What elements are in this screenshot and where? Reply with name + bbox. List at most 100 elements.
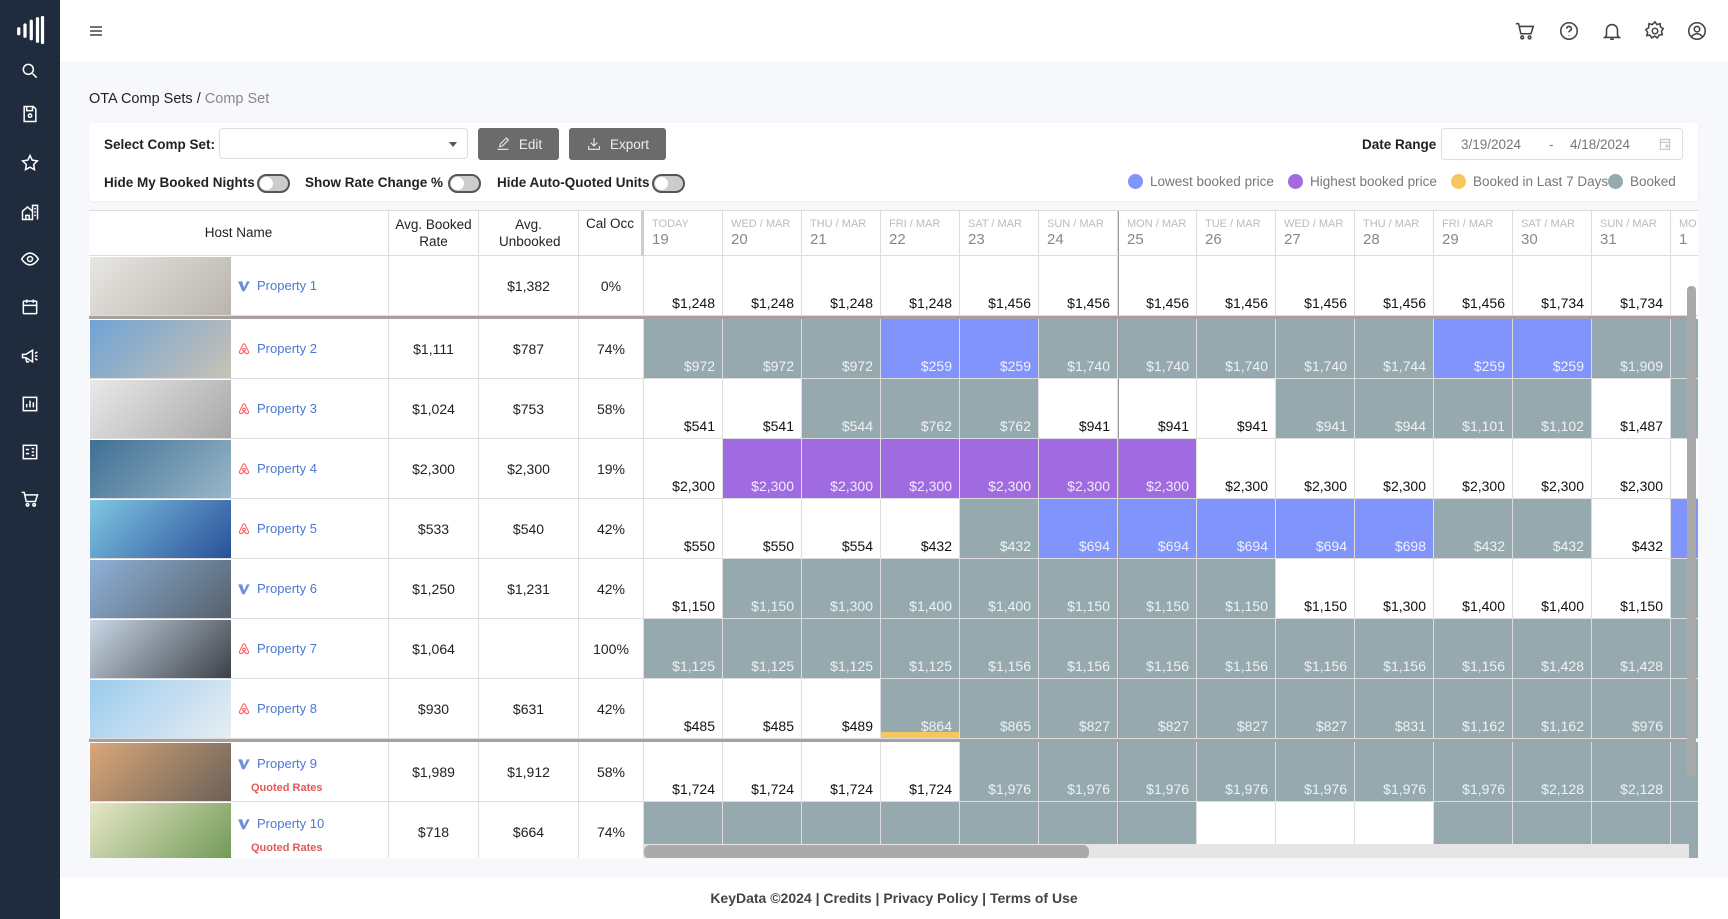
rate-cell[interactable] — [1276, 802, 1355, 858]
property-photo[interactable] — [90, 380, 231, 438]
rate-cell[interactable]: $827 — [1197, 679, 1276, 739]
rate-cell[interactable]: $1,740 — [1039, 319, 1118, 379]
hamburger-menu-icon[interactable] — [83, 18, 109, 44]
rate-cell[interactable]: $1,400 — [1513, 559, 1592, 619]
rate-cell[interactable]: $1,125 — [723, 619, 802, 679]
rate-cell[interactable]: $1,976 — [1118, 742, 1197, 802]
edit-button[interactable]: Edit — [478, 128, 559, 160]
cart-icon[interactable] — [0, 484, 60, 514]
rate-cell[interactable]: $1,456 — [1434, 256, 1513, 316]
rate-cell[interactable]: $865 — [960, 679, 1039, 739]
footer-privacy-link[interactable]: Privacy Policy — [883, 890, 979, 906]
header-host-name[interactable]: Host Name — [89, 211, 389, 256]
rate-cell[interactable]: $1,400 — [881, 559, 960, 619]
rate-cell[interactable]: $864 — [881, 679, 960, 739]
rate-cell[interactable]: $2,300 — [1513, 439, 1592, 499]
property-link[interactable]: Property 2 — [237, 341, 317, 356]
rate-cell[interactable] — [1355, 802, 1434, 858]
rate-cell[interactable]: $1,150 — [1039, 559, 1118, 619]
property-photo[interactable] — [90, 743, 231, 801]
rate-cell[interactable]: $1,724 — [802, 742, 881, 802]
rate-cell[interactable]: $1,976 — [1276, 742, 1355, 802]
rate-cell[interactable]: $1,300 — [802, 559, 881, 619]
rate-cell[interactable]: $694 — [1276, 499, 1355, 559]
rate-cell[interactable]: $1,156 — [1355, 619, 1434, 679]
eye-icon[interactable] — [0, 244, 60, 274]
rate-cell[interactable]: $698 — [1355, 499, 1434, 559]
rate-cell[interactable]: $1,734 — [1513, 256, 1592, 316]
rate-cell[interactable]: $1,428 — [1592, 619, 1671, 679]
rate-cell[interactable]: $941 — [1276, 379, 1355, 439]
rate-cell[interactable]: $432 — [1592, 499, 1671, 559]
user-icon[interactable] — [1684, 18, 1710, 44]
property-photo[interactable] — [90, 560, 231, 618]
rate-cell[interactable]: $941 — [1197, 379, 1276, 439]
vertical-scrollbar[interactable] — [1687, 286, 1696, 776]
rate-cell[interactable]: $1,740 — [1118, 319, 1197, 379]
property-photo[interactable] — [90, 803, 231, 858]
property-name[interactable]: Property 2 — [257, 341, 317, 356]
rate-cell[interactable]: $1,456 — [1197, 256, 1276, 316]
property-name[interactable]: Property 1 — [257, 278, 317, 293]
property-photo[interactable] — [90, 440, 231, 498]
calendar-icon[interactable] — [0, 292, 60, 322]
rate-cell[interactable]: $694 — [1118, 499, 1197, 559]
rate-cell[interactable]: $1,400 — [1434, 559, 1513, 619]
rate-cell[interactable]: $1,101 — [1434, 379, 1513, 439]
logo-icon[interactable] — [0, 15, 60, 45]
rate-cell[interactable]: $762 — [881, 379, 960, 439]
rate-cell[interactable]: $1,456 — [960, 256, 1039, 316]
rate-cell[interactable]: $1,976 — [1039, 742, 1118, 802]
property-photo[interactable] — [90, 680, 231, 738]
rate-cell[interactable]: $762 — [960, 379, 1039, 439]
horizontal-scrollbar[interactable] — [644, 845, 1089, 858]
rate-cell[interactable]: $1,400 — [960, 559, 1039, 619]
search-icon[interactable] — [0, 56, 60, 86]
rate-cell[interactable]: $2,300 — [644, 439, 723, 499]
rate-cell[interactable]: $972 — [644, 319, 723, 379]
rate-cell[interactable]: $2,300 — [1276, 439, 1355, 499]
rate-cell[interactable]: $489 — [802, 679, 881, 739]
rate-cell[interactable]: $1,724 — [644, 742, 723, 802]
rate-cell[interactable]: $1,724 — [723, 742, 802, 802]
rate-cell[interactable]: $694 — [1039, 499, 1118, 559]
rate-cell[interactable]: $694 — [1197, 499, 1276, 559]
rate-cell[interactable] — [1671, 256, 1698, 316]
rate-cell[interactable]: $2,128 — [1592, 742, 1671, 802]
rate-cell[interactable]: $550 — [723, 499, 802, 559]
property-photo[interactable] — [90, 320, 231, 378]
toggle-hide-booked-nights[interactable] — [257, 174, 290, 193]
property-name[interactable]: Property 3 — [257, 401, 317, 416]
rate-cell[interactable]: $1,125 — [881, 619, 960, 679]
rate-cell[interactable]: $1,125 — [644, 619, 723, 679]
property-link[interactable]: Property 3 — [237, 401, 317, 416]
rate-cell[interactable]: $1,156 — [960, 619, 1039, 679]
rate-cell[interactable]: $485 — [644, 679, 723, 739]
property-name[interactable]: Property 4 — [257, 461, 317, 476]
property-link[interactable]: Property 6 — [237, 581, 317, 596]
toggle-hide-auto-quoted[interactable] — [652, 174, 685, 193]
rate-cell[interactable]: $1,976 — [1434, 742, 1513, 802]
property-name[interactable]: Property 10 — [257, 816, 325, 831]
rate-cell[interactable]: $1,150 — [1118, 559, 1197, 619]
toggle-show-rate-change[interactable] — [448, 174, 481, 193]
rate-cell[interactable]: $1,456 — [1355, 256, 1434, 316]
rate-cell[interactable]: $944 — [1355, 379, 1434, 439]
rate-cell[interactable]: $2,300 — [1592, 439, 1671, 499]
rate-cell[interactable]: $2,300 — [1197, 439, 1276, 499]
rate-cell[interactable]: $2,300 — [802, 439, 881, 499]
property-name[interactable]: Property 7 — [257, 641, 317, 656]
rate-cell[interactable] — [1197, 802, 1276, 858]
rate-cell[interactable]: $259 — [1434, 319, 1513, 379]
rate-cell[interactable]: $1,456 — [1118, 256, 1197, 316]
rate-cell[interactable]: $1,734 — [1592, 256, 1671, 316]
rate-cell[interactable]: $432 — [881, 499, 960, 559]
rate-cell[interactable]: $941 — [1118, 379, 1197, 439]
rate-cell[interactable] — [1671, 439, 1698, 499]
rate-cell[interactable]: $1,909 — [1592, 319, 1671, 379]
rate-cell[interactable]: $1,156 — [1434, 619, 1513, 679]
comp-set-select[interactable] — [219, 128, 468, 159]
rate-cell[interactable]: $1,162 — [1434, 679, 1513, 739]
property-photo[interactable] — [90, 257, 231, 315]
rate-cell[interactable]: $432 — [1513, 499, 1592, 559]
